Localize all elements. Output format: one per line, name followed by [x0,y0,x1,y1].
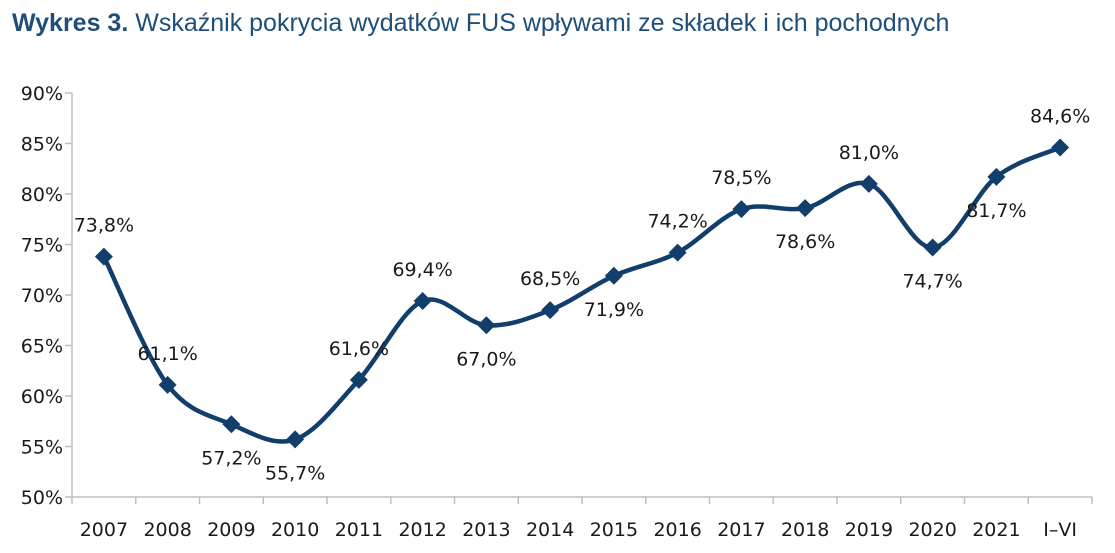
data-point-marker [987,167,1006,186]
x-tick-label: 2020 [908,519,956,541]
data-labels: 73,8% 61,1% 57,2%55,7% 61,6% 69,4% 67,0% 68,5%… [74,106,1091,485]
x-tick-label: 2018 [781,519,829,541]
data-label: 69,4% [392,259,452,281]
data-point-marker [413,292,432,311]
chart-axes: 50% 55% 60% 65% 70% 75% 80% 85% 90% 2007 2008 2009 2… [21,83,1093,541]
data-label: 55,7% [265,462,325,484]
data-label: 71,9% [584,299,644,321]
data-label: 57,2% [201,447,261,469]
y-tick-label: 60% [21,386,63,408]
x-tick-label: 2013 [462,519,510,541]
x-tick-label: 2011 [335,519,383,541]
data-label: 67,0% [456,348,516,370]
x-tick-label: 2009 [207,519,255,541]
data-label: 81,0% [839,142,899,164]
x-tick-label: 2007 [80,519,128,541]
x-tick-label: I–VI [1043,519,1077,541]
data-label: 73,8% [74,215,134,237]
data-point-marker [222,415,241,434]
y-tick-label: 90% [21,83,63,105]
data-label: 81,7% [966,200,1026,222]
data-point-marker [796,199,815,218]
y-tick-label: 50% [21,487,63,509]
data-point-marker [732,200,751,219]
data-point-marker [286,430,305,449]
x-tick-label: 2021 [972,519,1020,541]
x-tick-label: 2010 [271,519,319,541]
x-tick-label: 2014 [526,519,574,541]
chart-title-prefix: Wykres 3. [12,9,129,37]
data-label: 78,6% [775,231,835,253]
data-point-marker [94,247,113,266]
data-label: 84,6% [1030,106,1090,128]
y-tick-label: 70% [21,285,63,307]
x-tick-label: 2012 [398,519,446,541]
data-point-marker [477,316,496,335]
series-line-group [101,145,1063,444]
y-tick-label: 55% [21,437,63,459]
data-point-marker [158,375,177,394]
chart-title-text: Wskaźnik pokrycia wydatków FUS wpływami … [135,9,950,37]
chart-title: Wykres 3. Wskaźnik pokrycia wydatków FUS… [12,6,949,40]
y-tick-label: 65% [21,336,63,358]
data-point-marker [668,243,687,262]
data-label: 74,7% [902,271,962,293]
x-tick-label: 2019 [845,519,893,541]
data-label: 61,6% [329,338,389,360]
series-markers [94,138,1070,449]
x-tick-label: 2008 [143,519,191,541]
y-tick-label: 80% [21,184,63,206]
data-label: 74,2% [647,211,707,233]
data-point-marker [541,301,560,320]
y-tick-label: 85% [21,134,63,156]
data-label: 61,1% [137,343,197,365]
x-tick-label: 2015 [590,519,638,541]
data-point-marker [349,370,368,389]
data-label: 68,5% [520,268,580,290]
data-label: 78,5% [711,167,771,189]
data-point-marker [1051,138,1070,157]
series-line [101,145,1063,444]
y-tick-label: 75% [21,235,63,257]
x-tick-label: 2017 [717,519,765,541]
x-tick-label: 2016 [653,519,701,541]
data-point-marker [604,266,623,285]
data-point-marker [923,238,942,257]
data-point-marker [859,174,878,193]
